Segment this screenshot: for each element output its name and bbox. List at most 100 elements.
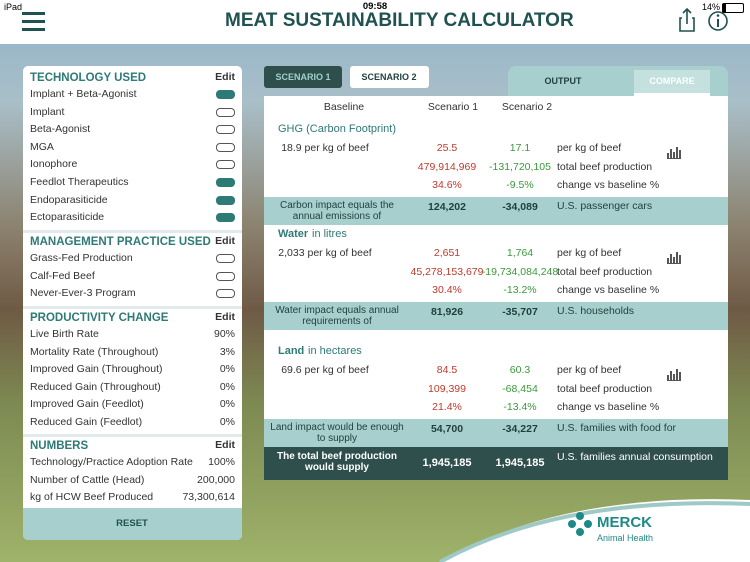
chart-icon-bar: [667, 258, 669, 263]
toggle[interactable]: [216, 178, 235, 187]
summary-label: Land impact would be enough to supply: [270, 422, 404, 444]
section-title: TECHNOLOGY USED: [30, 72, 147, 84]
item-value: 90%: [213, 328, 235, 340]
share-button[interactable]: [679, 7, 695, 32]
logo-subtitle: Animal Health: [597, 533, 654, 543]
column-header: Scenario 2: [501, 101, 553, 113]
section-title: Land: [278, 345, 305, 357]
toggle[interactable]: [216, 107, 235, 117]
section-title: PRODUCTIVITY CHANGE: [30, 312, 169, 324]
item-label: Calf-Fed Beef: [30, 269, 95, 282]
item-label: Implant: [30, 105, 65, 118]
edit-button[interactable]: Edit: [215, 311, 235, 323]
chart-icon-bar: [676, 369, 678, 380]
view-tab[interactable]: OUTPUT: [544, 76, 582, 86]
scenario1-value: 30.4%: [432, 284, 462, 296]
summary-band: [264, 302, 728, 330]
item-value: 0%: [219, 398, 235, 411]
chart-icon-bar: [667, 153, 669, 158]
scenario2-value: -68,454: [502, 382, 538, 395]
scenario2-value: -13.4%: [503, 401, 537, 413]
toggle[interactable]: [216, 142, 235, 152]
section-divider: [23, 434, 242, 437]
reset-bar[interactable]: [23, 508, 242, 540]
view-tab[interactable]: COMPARE: [649, 76, 695, 86]
scenario1-value: 109,399: [428, 382, 466, 395]
scenario1-value: 84.5: [436, 364, 458, 376]
baseline-value: 69.6 per kg of beef: [281, 364, 369, 376]
unit-label: per kg of beef: [557, 364, 622, 376]
summary-value: 124,202: [428, 201, 466, 213]
toggle[interactable]: [216, 160, 235, 170]
summary-unit: U.S. households: [557, 305, 635, 317]
chart-icon-bar: [679, 255, 681, 263]
summary-label: Water impact equals annual requirements …: [275, 305, 399, 327]
summary-band: [264, 419, 728, 447]
status-battery: 14%: [701, 2, 720, 12]
chart-icon[interactable]: [667, 146, 681, 159]
edit-button[interactable]: Edit: [215, 439, 235, 451]
toggle[interactable]: [216, 195, 235, 205]
scenario1-value: 34.6%: [432, 179, 462, 191]
section-measure: in hectares: [308, 345, 362, 357]
item-label: Reduced Gain (Throughout): [30, 380, 161, 393]
reset-button[interactable]: RESET: [116, 518, 148, 529]
toggle[interactable]: [216, 90, 235, 99]
table-panel: [264, 96, 728, 480]
scenario2-value: -19,734,084,248: [481, 265, 559, 278]
battery-icon: [722, 3, 744, 13]
item-label: Ectoparasiticide: [30, 211, 105, 224]
item-label: Reduced Gain (Feedlot): [30, 416, 143, 428]
scenario-tab-box[interactable]: [350, 66, 429, 88]
baseline-value: 2,033 per kg of beef: [278, 247, 372, 259]
toggle[interactable]: [216, 125, 235, 135]
chart-icon-bar: [673, 257, 675, 263]
item-label: kg of HCW Beef Produced: [30, 491, 154, 504]
item-value: 0%: [219, 416, 235, 428]
sidebar-panel: [23, 66, 242, 540]
scenario-tab[interactable]: SCENARIO 1: [275, 72, 331, 82]
unit-label: total beef production: [557, 265, 653, 278]
total-unit: U.S. families annual consumption: [557, 451, 713, 463]
header-bar: [0, 0, 750, 44]
toggle[interactable]: [216, 213, 235, 223]
header-title: MEAT SUSTAINABILITY CALCULATOR: [225, 10, 574, 31]
summary-unit: U.S. passenger cars: [557, 200, 653, 212]
chart-icon[interactable]: [667, 368, 681, 381]
scenario1-value: 45,278,153,679: [410, 265, 484, 278]
status-time: 09:58: [362, 1, 388, 12]
edit-button[interactable]: Edit: [215, 71, 235, 83]
item-label: MGA: [30, 140, 54, 153]
item-value: 0%: [219, 363, 235, 376]
toggle[interactable]: [216, 289, 235, 299]
item-label: Endoparasiticide: [30, 193, 108, 206]
item-label: Technology/Practice Adoption Rate: [30, 456, 193, 468]
item-value: 73,300,614: [182, 491, 235, 504]
toggle[interactable]: [216, 254, 235, 263]
toggle[interactable]: [216, 271, 235, 281]
section-title: GHG (Carbon Footprint): [278, 123, 396, 135]
edit-button[interactable]: Edit: [215, 235, 235, 247]
item-label: Never-Ever-3 Program: [30, 287, 136, 300]
scenario2-value: -13.2%: [503, 284, 537, 296]
section-title: Water: [278, 228, 309, 240]
scenario1-value: 2,651: [433, 247, 461, 259]
menu-button[interactable]: [22, 12, 45, 31]
chart-icon[interactable]: [667, 251, 681, 264]
summary-value: -34,227: [502, 423, 538, 435]
chart-icon-bar: [673, 374, 675, 380]
scenario-tab-active[interactable]: [264, 66, 342, 88]
view-tab-selected[interactable]: [634, 70, 710, 96]
info-button[interactable]: [708, 11, 728, 31]
total-label: The total beef production would supply: [277, 451, 397, 473]
scenario2-value: 60.3: [509, 364, 531, 376]
chart-icon-bar: [670, 149, 672, 158]
chart-icon-bar: [679, 150, 681, 158]
unit-label: total beef production: [557, 382, 653, 395]
item-value: 100%: [208, 456, 235, 468]
summary-band: [264, 197, 728, 225]
scenario-tab[interactable]: SCENARIO 2: [361, 72, 417, 82]
item-label: Live Birth Rate: [30, 328, 99, 340]
item-value: 0%: [219, 380, 235, 393]
